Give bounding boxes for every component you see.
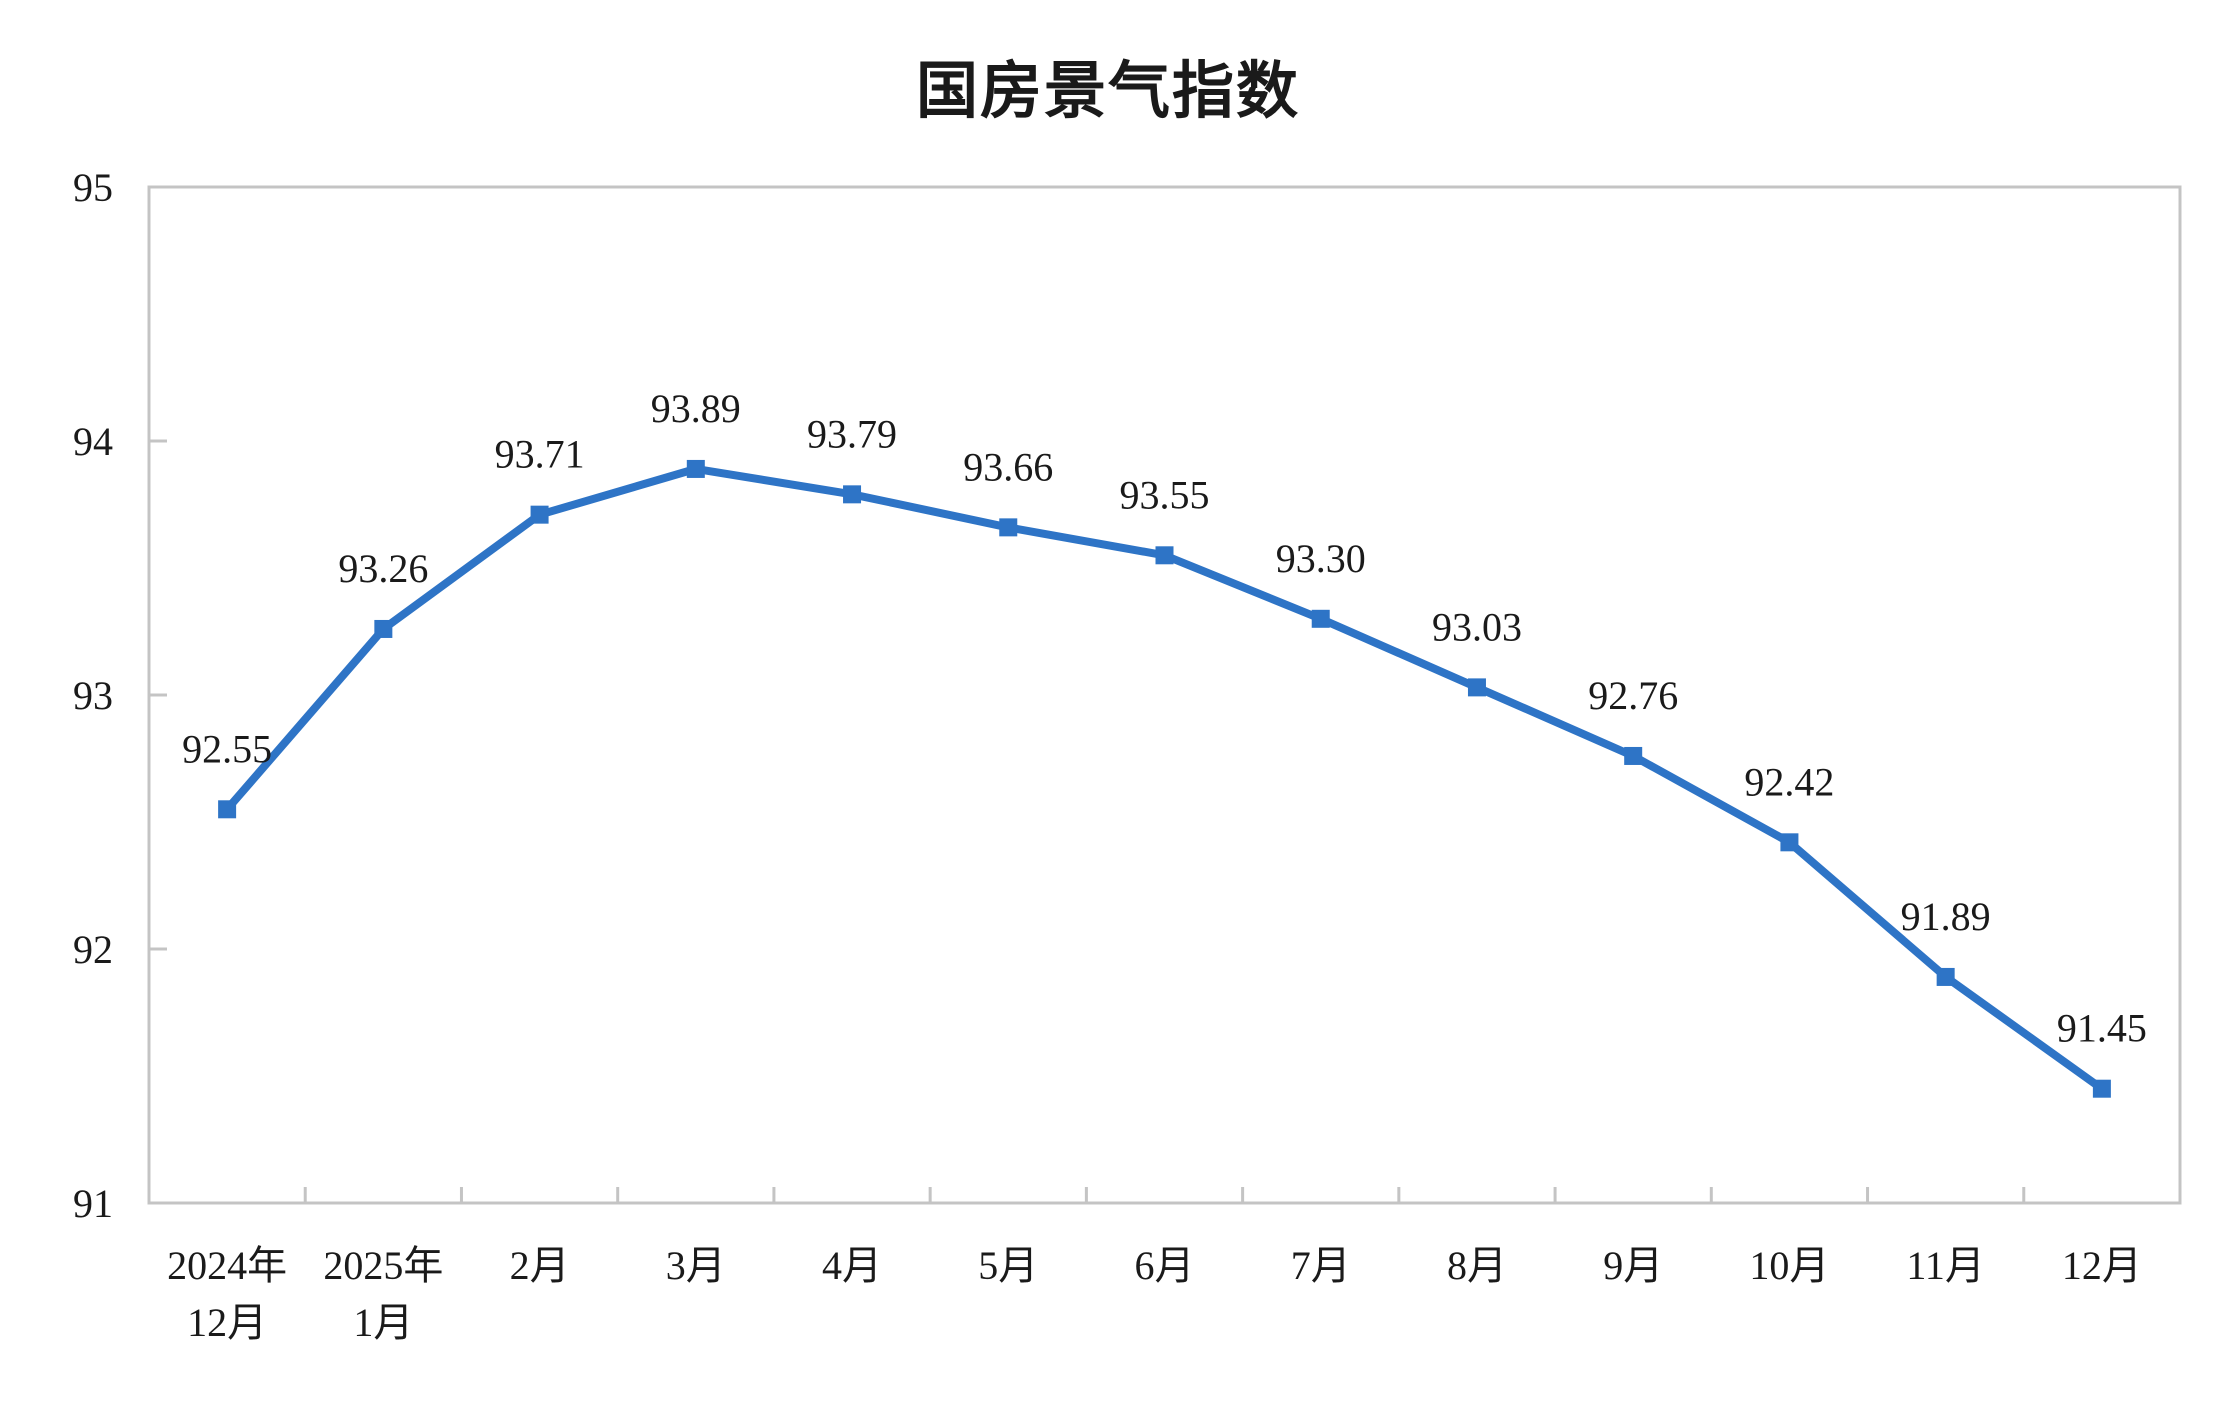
x-tick-label: 2025年 1月 — [323, 1243, 443, 1345]
data-label: 93.89 — [651, 386, 741, 431]
data-label: 91.89 — [1901, 894, 1991, 939]
plot-area-border — [147, 185, 2182, 1205]
data-label: 91.45 — [2057, 1006, 2147, 1051]
data-point-marker — [999, 518, 1018, 537]
data-label: 93.71 — [495, 432, 585, 477]
data-label: 93.55 — [1120, 472, 1210, 517]
data-point-marker — [843, 485, 862, 504]
y-tick-label: 92 — [73, 927, 113, 972]
data-point-marker — [1311, 609, 1330, 628]
x-tick-label: 8月 — [1447, 1243, 1507, 1288]
data-label: 93.03 — [1432, 604, 1522, 649]
x-tick-label: 10月 — [1749, 1243, 1829, 1288]
data-point-marker — [374, 619, 393, 638]
plot-frame — [147, 185, 2182, 1205]
data-point-marker — [1467, 678, 1486, 697]
data-label: 92.42 — [1744, 759, 1834, 804]
data-label: 93.26 — [338, 546, 428, 591]
data-point-marker — [1936, 967, 1955, 986]
data-point-marker — [1780, 833, 1799, 852]
x-tick-label: 3月 — [666, 1243, 726, 1288]
x-tick-label: 7月 — [1291, 1243, 1351, 1288]
data-point-marker — [1155, 546, 1174, 565]
data-point-marker — [218, 800, 237, 819]
x-tick-label: 2月 — [510, 1243, 570, 1288]
data-point-marker — [530, 505, 549, 524]
data-label: 93.79 — [807, 411, 897, 456]
x-tick-label: 5月 — [978, 1243, 1038, 1288]
data-point-marker — [1624, 746, 1643, 765]
data-label: 93.30 — [1276, 536, 1366, 581]
x-tick-label: 4月 — [822, 1243, 882, 1288]
y-tick-label: 95 — [73, 165, 113, 210]
chart-title: 国房景气指数 — [915, 54, 1300, 127]
data-label: 92.76 — [1588, 673, 1678, 718]
y-tick-label: 94 — [73, 419, 113, 464]
x-tick-label: 6月 — [1135, 1243, 1195, 1288]
x-tick-label: 9月 — [1603, 1243, 1663, 1288]
data-series — [218, 459, 2111, 1098]
data-label: 92.55 — [182, 726, 272, 771]
data-point-marker — [686, 459, 705, 478]
x-tick-label: 11月 — [1906, 1243, 1985, 1288]
x-tick-label: 2024年 12月 — [167, 1243, 287, 1345]
x-tick-label: 12月 — [2062, 1243, 2142, 1288]
data-labels: 92.55 93.26 93.71 93.89 93.79 93.66 93.55 93.30… — [182, 386, 2147, 1051]
data-label: 93.66 — [963, 444, 1053, 489]
y-tick-label: 91 — [73, 1181, 113, 1226]
y-axis: 91 92 93 94 95 — [73, 165, 167, 1226]
x-axis: 2024年 12月 2025年 1月 2月 3月 4月 5月 6月 7月 8月 9月 10月 11月 12月 — [167, 1187, 2142, 1345]
data-point-marker — [2092, 1079, 2111, 1098]
y-tick-label: 93 — [73, 673, 113, 718]
